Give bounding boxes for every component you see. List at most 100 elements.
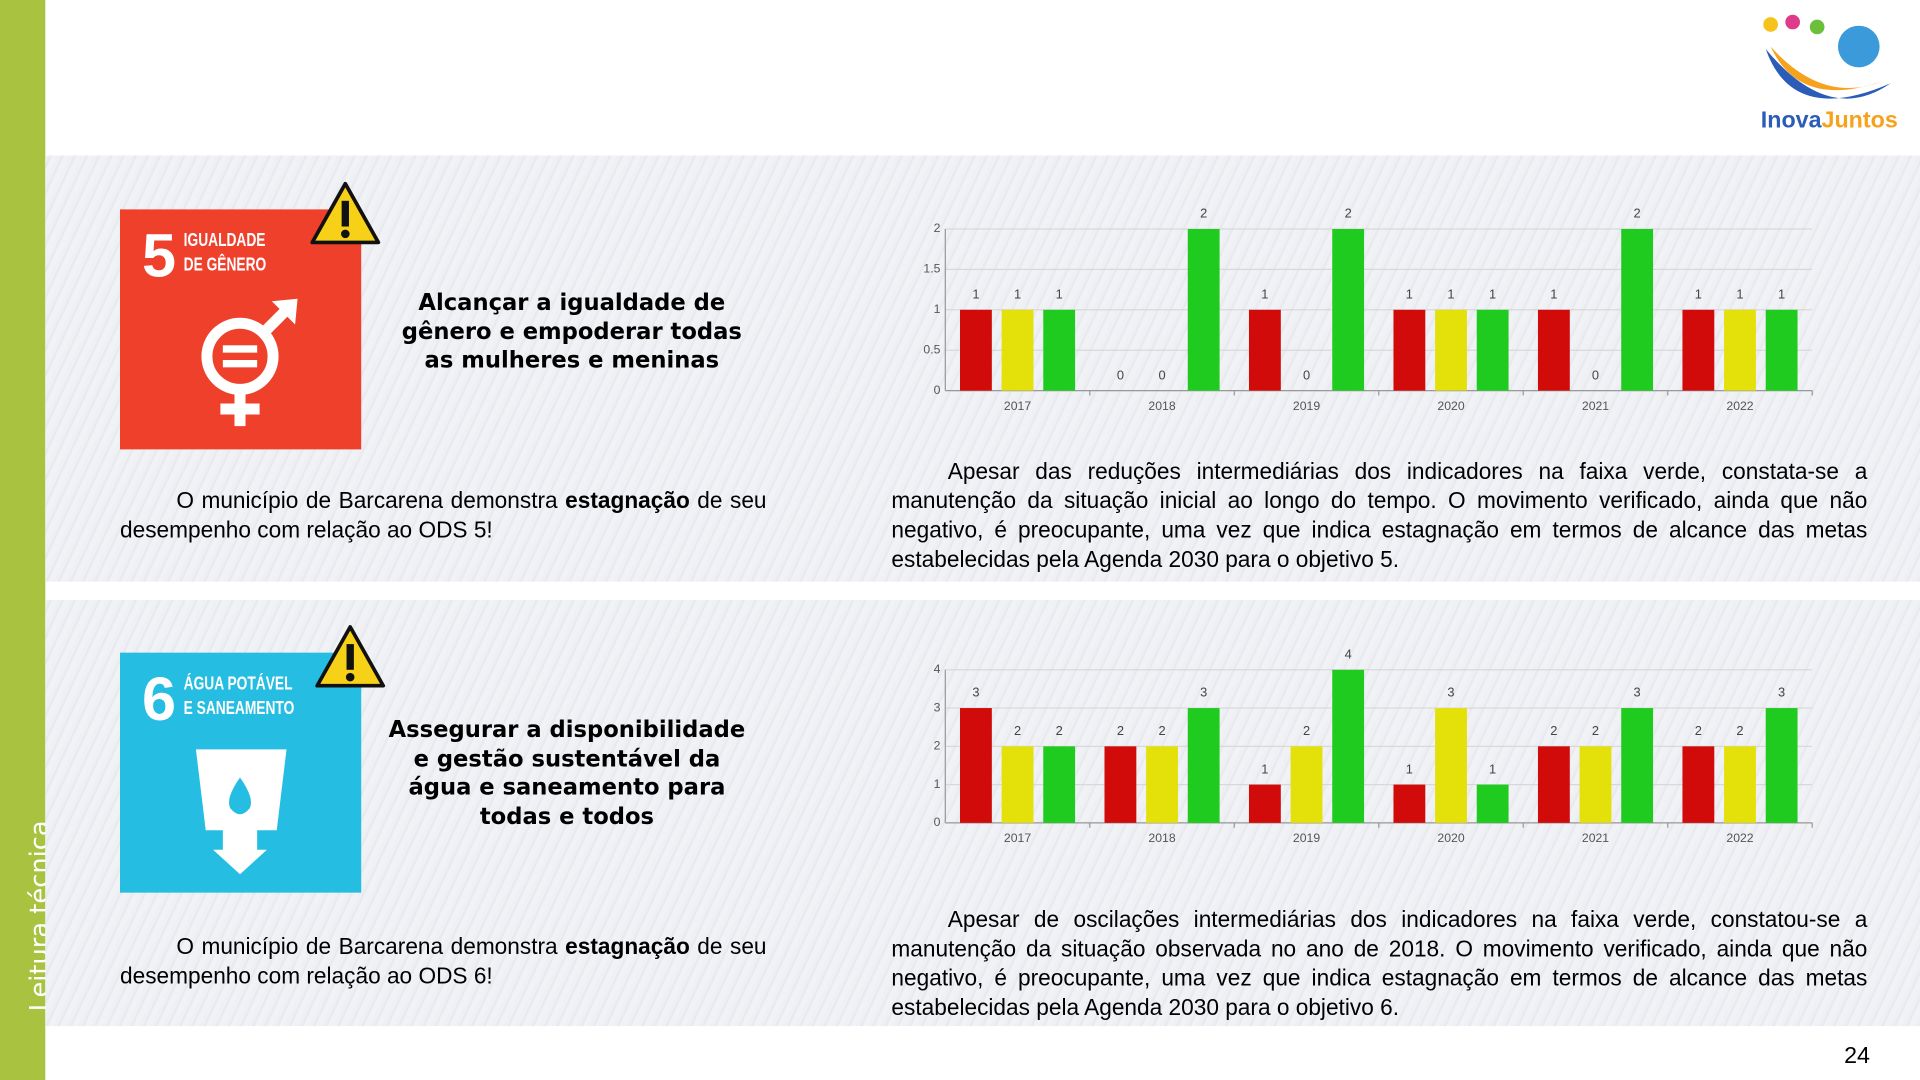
x-tick-label: 2022 [1726,399,1753,413]
page-number: 24 [1844,1043,1870,1069]
x-tick-label: 2020 [1437,831,1464,845]
data-label: 1 [972,286,979,301]
y-tick-label: 1.5 [923,262,940,276]
bar [960,708,992,823]
warning-mark [341,229,350,239]
bar [1393,309,1426,391]
data-label: 4 [1345,646,1352,661]
data-label: 2 [1634,206,1641,221]
bar [1332,228,1365,391]
summary: O município de Barcarena demonstra estag… [120,932,767,991]
bar [1476,309,1509,391]
data-label: 2 [1014,723,1021,738]
data-label: 2 [1303,723,1310,738]
x-tick-label: 2019 [1293,831,1320,845]
bar [1682,309,1715,391]
data-label: 1 [1550,286,1557,301]
data-label: 3 [1778,685,1785,700]
bar [1393,784,1426,823]
bar [1248,784,1281,823]
data-label: 1 [1261,286,1268,301]
warning-mark [345,672,355,682]
bar [1043,309,1076,391]
bar [1724,309,1756,391]
summary: O município de Barcarena demonstra estag… [120,486,767,545]
bar [1146,746,1178,823]
goal-text: Assegurar a disponibilidade e gestão sus… [388,717,746,830]
data-label: 1 [1695,286,1702,301]
logo-dot [1809,19,1825,35]
bar [1001,746,1034,823]
bar [1765,708,1798,823]
x-tick-label: 2021 [1582,831,1609,845]
data-label: 2 [1117,723,1124,738]
data-label: 2 [1695,723,1702,738]
bar [1332,669,1365,823]
logo-text: InovaJuntos [1761,106,1898,132]
sdg-title: E SANEAMENTO [184,698,295,718]
y-tick-label: 1 [934,302,941,316]
gender-arrow [271,298,298,325]
sdg-title: IGUALDADE [184,230,266,250]
y-tick-label: 0 [934,383,941,397]
data-label: 3 [1634,685,1641,700]
warning-mark [341,200,349,227]
y-tick-label: 4 [934,662,941,676]
data-label: 1 [1056,286,1063,301]
chart: 0 1 2 3 4 2017 3 2 2 2018 2 2 3 2019 1 2 4 2020 1 3 1 2021 2 2 3… [934,646,1813,845]
warning-mark [346,644,354,670]
bar [1435,708,1467,823]
bar [1043,746,1076,823]
data-label: 0 [1592,367,1599,382]
bar [1001,309,1034,391]
bar [1104,746,1137,823]
logo-dot [1763,17,1778,32]
data-label: 1 [1489,761,1496,776]
x-tick-label: 2019 [1293,399,1320,413]
x-tick-label: 2021 [1582,399,1609,413]
summary-text: de seu desempenho com relação ao ODS 6! [120,933,767,989]
logo-globe [1837,25,1880,68]
bar [1682,746,1715,823]
bar [1724,746,1756,823]
summary-emphasis: estagnação [565,933,690,959]
x-tick-label: 2017 [1004,399,1031,413]
x-tick-label: 2020 [1437,399,1464,413]
logo-part: Inova [1761,106,1823,132]
data-label: 2 [1345,206,1352,221]
data-label: 2 [1736,723,1743,738]
bar [1765,309,1798,391]
bar [1476,784,1509,823]
data-label: 2 [1056,723,1063,738]
data-label: 2 [1592,723,1599,738]
x-tick-label: 2018 [1148,399,1175,413]
sidebar: Leitura técnica [0,0,54,1080]
bar [1435,309,1467,391]
x-tick-label: 2017 [1004,831,1031,845]
logo-dot [1785,14,1800,30]
data-label: 2 [1550,723,1557,738]
bar [1537,746,1570,823]
bar [1248,309,1281,391]
y-tick-label: 3 [934,700,941,714]
goal-text: Alcançar a igualdade de gênero e empoder… [401,290,742,374]
y-tick-label: 2 [934,739,941,753]
sdg-number: 6 [142,665,176,733]
sdg-title: DE GÊNERO [184,254,267,275]
y-tick-label: 2 [934,221,941,235]
data-label: 1 [1261,761,1268,776]
data-label: 2 [1200,206,1207,221]
logo-part: Juntos [1822,106,1898,132]
bar [1579,746,1612,823]
data-label: 1 [1489,286,1496,301]
data-label: 1 [1447,286,1454,301]
analysis: Apesar de oscilações intermediárias dos … [891,906,1868,1020]
y-tick-label: 0 [934,815,941,829]
x-tick-label: 2022 [1726,831,1753,845]
logo: InovaJuntos [1761,14,1898,132]
data-label: 1 [1778,286,1785,301]
data-label: 1 [1406,761,1413,776]
logo-swoosh [1770,46,1884,91]
